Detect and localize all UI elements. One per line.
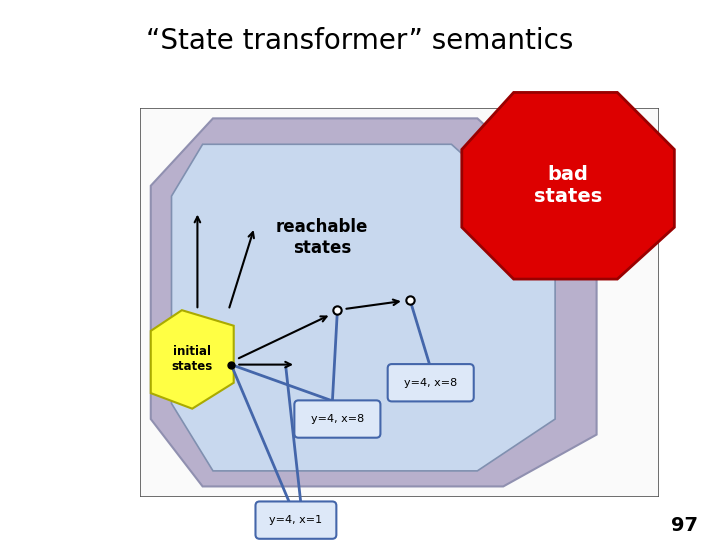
Text: y=4, x=1: y=4, x=1 — [269, 515, 323, 525]
Text: 97: 97 — [671, 516, 698, 535]
Polygon shape — [150, 118, 597, 487]
Text: y=4, x=8: y=4, x=8 — [311, 414, 364, 424]
Polygon shape — [462, 92, 675, 279]
Text: y=4, x=8: y=4, x=8 — [404, 378, 457, 388]
Text: initial
states: initial states — [171, 346, 213, 374]
Polygon shape — [171, 144, 555, 471]
Text: bad
states: bad states — [534, 165, 602, 206]
FancyBboxPatch shape — [387, 364, 474, 401]
FancyBboxPatch shape — [256, 502, 336, 539]
FancyBboxPatch shape — [294, 400, 380, 438]
Text: “State transformer” semantics: “State transformer” semantics — [146, 27, 574, 55]
Text: reachable
states: reachable states — [276, 218, 368, 257]
Polygon shape — [150, 310, 234, 409]
